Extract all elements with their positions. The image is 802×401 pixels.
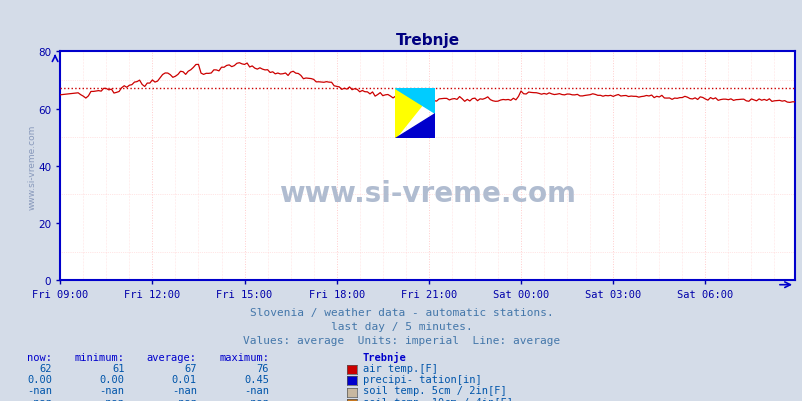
Text: 67: 67 [184,363,196,373]
Text: -nan: -nan [27,397,52,401]
Text: -nan: -nan [244,397,269,401]
Text: 0.01: 0.01 [172,374,196,384]
Polygon shape [394,114,435,139]
Text: 76: 76 [256,363,269,373]
Text: -nan: -nan [172,385,196,395]
Text: 0.00: 0.00 [27,374,52,384]
Text: now:: now: [27,352,52,362]
Text: 0.45: 0.45 [244,374,269,384]
Text: soil temp. 5cm / 2in[F]: soil temp. 5cm / 2in[F] [363,385,506,395]
Text: -nan: -nan [244,385,269,395]
Text: 61: 61 [111,363,124,373]
Text: last day / 5 minutes.: last day / 5 minutes. [330,321,472,331]
Text: Slovenia / weather data - automatic stations.: Slovenia / weather data - automatic stat… [249,307,553,317]
Text: soil temp. 10cm / 4in[F]: soil temp. 10cm / 4in[F] [363,397,512,401]
Title: Trebnje: Trebnje [395,33,459,48]
Text: -nan: -nan [172,397,196,401]
Text: 0.00: 0.00 [99,374,124,384]
Text: minimum:: minimum: [75,352,124,362]
Text: -nan: -nan [27,385,52,395]
Text: -nan: -nan [99,397,124,401]
Polygon shape [394,89,435,114]
Text: 62: 62 [39,363,52,373]
Text: -nan: -nan [99,385,124,395]
Text: www.si-vreme.com: www.si-vreme.com [279,180,575,208]
Text: Values: average  Units: imperial  Line: average: Values: average Units: imperial Line: av… [242,335,560,345]
Text: maximum:: maximum: [219,352,269,362]
Text: average:: average: [147,352,196,362]
Y-axis label: www.si-vreme.com: www.si-vreme.com [27,124,37,209]
Text: precipi- tation[in]: precipi- tation[in] [363,374,481,384]
Text: air temp.[F]: air temp.[F] [363,363,437,373]
Polygon shape [394,89,435,139]
Text: Trebnje: Trebnje [363,351,406,362]
